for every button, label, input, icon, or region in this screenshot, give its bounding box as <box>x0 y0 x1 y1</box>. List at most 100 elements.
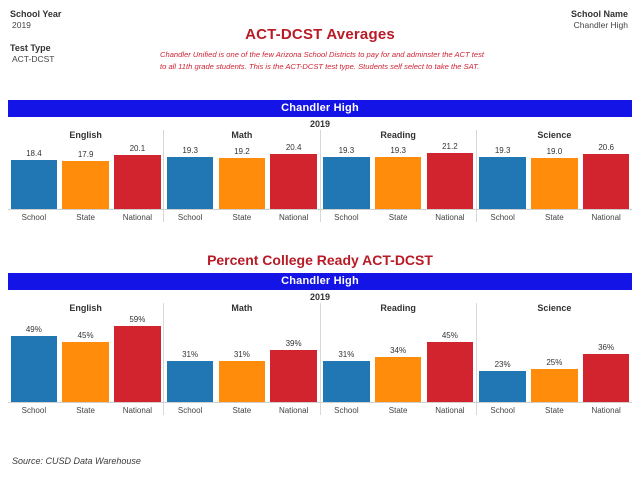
tick-label-national: National <box>122 213 153 222</box>
school-name-meta: School Name Chandler High <box>571 8 628 32</box>
bar-school[interactable] <box>479 157 526 209</box>
group-label: Reading <box>380 130 416 140</box>
tick-label-state: State <box>76 406 95 415</box>
bar-value-label: 31% <box>338 349 355 359</box>
chart-group-reading: Reading 31% 34% 45% School State National <box>319 303 476 415</box>
bar-slot-state[interactable]: 34% <box>374 315 422 402</box>
axis-tick-labels: School State National <box>477 210 632 222</box>
chart-banner: Chandler High <box>8 273 632 290</box>
plot-area: 19.3 19.0 20.6 <box>476 142 632 210</box>
tick-label-school: School <box>334 406 359 415</box>
tick-label-state: State <box>545 213 564 222</box>
plot-area: 19.3 19.3 21.2 <box>320 142 476 210</box>
bar-value-label: 23% <box>494 360 511 370</box>
chart-group-math: Math 31% 31% 39% School State National <box>163 303 320 415</box>
bar-value-label: 20.6 <box>598 142 614 152</box>
chart-percent-college-ready: Percent College Ready ACT-DCST Chandler … <box>8 252 632 415</box>
bar-school[interactable] <box>323 157 370 209</box>
bar-slot-national[interactable]: 21.2 <box>426 142 474 209</box>
bar-school[interactable] <box>10 336 58 402</box>
group-label: Math <box>231 303 253 313</box>
bar-slot-school[interactable]: 49% <box>10 315 58 402</box>
tick-label-national: National <box>591 213 621 222</box>
bar-slot-state[interactable]: 19.3 <box>374 142 422 209</box>
bar-slot-school[interactable]: 23% <box>479 315 526 402</box>
group-label: Science <box>537 130 572 140</box>
bar-slot-state[interactable]: 25% <box>531 315 578 402</box>
chart-banner: Chandler High <box>8 100 632 117</box>
bar-slot-national[interactable]: 59% <box>114 315 161 402</box>
tick-label-state: State <box>388 213 408 222</box>
bar-value-label: 19.3 <box>390 146 406 156</box>
chart-group-reading: Reading 19.3 19.3 21.2 School State National <box>319 130 476 222</box>
tick-label-school: School <box>490 406 515 415</box>
page-title: ACT-DCST Averages <box>245 26 395 43</box>
school-name-value: Chandler High <box>573 20 628 31</box>
plot-area: 19.3 19.2 20.4 <box>164 142 320 210</box>
bar-slot-school[interactable]: 18.4 <box>10 142 58 209</box>
bar-value-label: 31% <box>182 349 199 359</box>
group-label: English <box>69 303 102 313</box>
bar-school[interactable] <box>479 371 526 402</box>
bar-slot-state[interactable]: 19.2 <box>218 142 266 209</box>
bar-national[interactable] <box>114 326 161 402</box>
tick-label-state: State <box>388 406 408 415</box>
bar-school[interactable] <box>10 159 58 209</box>
axis-tick-labels: School State National <box>8 403 163 415</box>
bar-value-label: 21.2 <box>442 142 458 151</box>
bar-school[interactable] <box>323 360 370 402</box>
bar-value-label: 19.3 <box>494 146 511 156</box>
bar-school[interactable] <box>166 360 214 402</box>
bar-school[interactable] <box>166 157 214 209</box>
bar-national[interactable] <box>582 153 630 209</box>
bar-value-label: 25% <box>546 357 563 367</box>
bar-state[interactable] <box>374 356 422 402</box>
bar-value-label: 19.0 <box>546 147 563 157</box>
bar-national[interactable] <box>582 353 630 402</box>
bar-slot-national[interactable]: 36% <box>582 315 630 402</box>
tick-label-state: State <box>545 406 564 415</box>
school-year-label: School Year <box>10 9 62 19</box>
tick-label-school: School <box>21 213 47 222</box>
bar-national[interactable] <box>270 154 317 209</box>
bar-slot-school[interactable]: 31% <box>166 315 214 402</box>
chart-groups: English 18.4 17.9 20.1 School State National Ma… <box>8 130 632 222</box>
bar-national[interactable] <box>114 155 161 209</box>
bar-slot-school[interactable]: 31% <box>323 315 370 402</box>
bar-slot-national[interactable]: 39% <box>270 315 317 402</box>
bar-slot-state[interactable]: 45% <box>62 315 109 402</box>
bar-value-label: 19.2 <box>234 146 250 156</box>
plot-area: 23% 25% 36% <box>476 315 632 403</box>
bar-national[interactable] <box>426 341 474 402</box>
bar-value-label: 59% <box>129 315 146 324</box>
group-label: Science <box>537 303 572 313</box>
bar-state[interactable] <box>218 360 266 402</box>
tick-label-school: School <box>21 406 47 415</box>
bar-slot-national[interactable]: 45% <box>426 315 474 402</box>
bar-slot-state[interactable]: 19.0 <box>531 142 578 209</box>
bar-state[interactable] <box>62 341 109 402</box>
bar-value-label: 18.4 <box>26 148 42 158</box>
bar-slot-national[interactable]: 20.1 <box>114 142 161 209</box>
bar-slot-state[interactable]: 17.9 <box>62 142 109 209</box>
axis-tick-labels: School State National <box>477 403 632 415</box>
bar-state[interactable] <box>531 158 578 209</box>
bar-value-label: 45% <box>441 330 458 340</box>
test-type-value: ACT-DCST <box>12 54 55 65</box>
bar-slot-school[interactable]: 19.3 <box>479 142 526 209</box>
bar-slot-school[interactable]: 19.3 <box>323 142 370 209</box>
bar-slot-national[interactable]: 20.6 <box>582 142 630 209</box>
bar-state[interactable] <box>374 157 422 209</box>
bar-national[interactable] <box>426 153 474 209</box>
bar-slot-school[interactable]: 19.3 <box>166 142 214 209</box>
bar-state[interactable] <box>62 161 109 209</box>
axis-tick-labels: School State National <box>321 403 476 415</box>
tick-label-national: National <box>591 406 621 415</box>
bar-state[interactable] <box>218 157 266 209</box>
bar-slot-national[interactable]: 20.4 <box>270 142 317 209</box>
axis-tick-labels: School State National <box>164 210 319 222</box>
bar-national[interactable] <box>270 349 317 402</box>
bar-slot-state[interactable]: 31% <box>218 315 266 402</box>
tick-label-state: State <box>232 213 252 222</box>
bar-state[interactable] <box>531 368 578 402</box>
